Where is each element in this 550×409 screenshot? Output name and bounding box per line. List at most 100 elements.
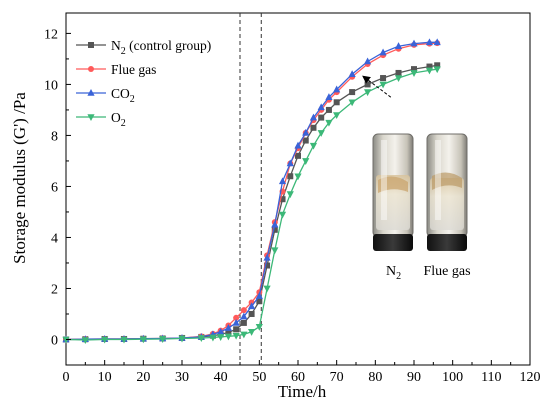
data-point (379, 48, 387, 56)
series-3 (62, 66, 441, 345)
series-lines (62, 38, 441, 345)
data-point (364, 81, 371, 88)
vial-photo-inset: N2 Flue gas (372, 133, 471, 282)
data-point (302, 137, 309, 144)
legend-label: O2 (111, 110, 126, 129)
data-point (240, 312, 248, 320)
data-point (248, 302, 256, 310)
data-point (317, 130, 325, 137)
legend-marker (88, 66, 94, 72)
data-point (255, 292, 263, 299)
data-point (217, 334, 225, 341)
y-tick-label: 2 (51, 282, 58, 297)
data-point (395, 69, 402, 76)
data-point (279, 196, 286, 203)
reference-lines (239, 13, 262, 365)
legend-marker (87, 114, 95, 121)
data-point (364, 57, 372, 65)
legend-entry: Flue gas (76, 62, 156, 77)
data-point (325, 106, 332, 113)
data-point (255, 323, 263, 331)
x-tick-label: 110 (481, 370, 501, 385)
data-point (232, 332, 240, 340)
data-point (309, 142, 318, 150)
legend-label: CO2 (111, 86, 135, 105)
data-point (426, 63, 433, 70)
data-point (232, 318, 240, 326)
data-point (433, 38, 441, 46)
data-point (263, 253, 271, 261)
legend-marker (88, 42, 94, 48)
data-point (81, 337, 89, 345)
data-point (278, 177, 287, 185)
y-tick-label: 8 (51, 129, 58, 144)
data-point (233, 314, 240, 321)
data-point (325, 119, 333, 127)
data-point (310, 124, 317, 131)
y-tick-label: 0 (51, 333, 58, 348)
data-point (225, 329, 232, 336)
data-point (264, 262, 271, 269)
data-point (394, 75, 403, 83)
data-point (333, 99, 340, 106)
data-point (302, 158, 310, 165)
x-tick-label: 40 (214, 370, 228, 385)
y-tick-label: 4 (51, 231, 58, 246)
axis-ticks: 0 10 20 30 40 50 60 70 80 90 100 110 120 0 2 4 6 8 10 12 (44, 27, 541, 385)
data-point (433, 66, 441, 74)
legend-label: N2 (control group) (111, 38, 211, 57)
legend-entry: CO2 (76, 86, 135, 105)
vial-flue-gas (426, 133, 468, 251)
data-point (348, 99, 356, 107)
data-point (349, 89, 356, 96)
series-line (65, 68, 438, 341)
data-point (286, 159, 294, 167)
data-point (394, 42, 403, 49)
data-point (295, 152, 301, 159)
data-point (271, 247, 279, 255)
data-point (333, 112, 341, 120)
y-axis-title: Storage modulus (G') /Pa (10, 92, 29, 264)
vial-n2 (372, 133, 414, 251)
data-point (286, 191, 294, 199)
data-point (197, 335, 205, 342)
data-point (271, 226, 278, 233)
x-tick-label: 30 (175, 370, 189, 385)
data-point (411, 66, 417, 73)
data-point (159, 336, 167, 343)
data-point (294, 141, 302, 149)
y-tick-label: 12 (44, 27, 58, 42)
data-point (224, 324, 232, 331)
data-point (178, 335, 186, 343)
x-tick-label: 80 (368, 370, 382, 385)
x-tick-label: 60 (291, 370, 305, 385)
legend-marker (87, 89, 95, 96)
data-point (271, 220, 279, 228)
data-point (263, 285, 271, 293)
data-point (294, 173, 302, 181)
y-tick-label: 10 (44, 78, 58, 93)
data-point (434, 62, 441, 69)
data-point (309, 113, 318, 121)
legend-entry: O2 (76, 110, 126, 129)
data-point (240, 319, 247, 326)
data-point (278, 211, 287, 219)
y-tick-label: 6 (51, 180, 58, 195)
x-tick-label: 10 (98, 370, 112, 385)
data-point (209, 334, 217, 342)
data-point (224, 333, 232, 341)
x-tick-label: 70 (330, 370, 344, 385)
data-point (101, 336, 109, 344)
data-point (248, 310, 255, 317)
data-point (348, 70, 356, 78)
data-point (325, 93, 333, 100)
data-point (410, 39, 418, 47)
data-point (425, 38, 434, 46)
data-point (317, 103, 325, 111)
data-point (425, 67, 434, 75)
data-point (318, 114, 325, 121)
data-point (217, 327, 225, 335)
data-point (333, 85, 341, 93)
data-point (233, 326, 240, 333)
data-point (240, 307, 247, 314)
